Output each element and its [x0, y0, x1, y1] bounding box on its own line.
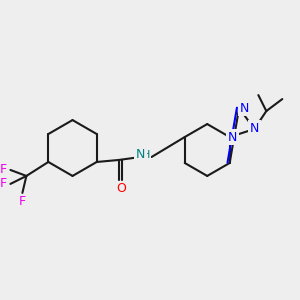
Text: F: F [0, 164, 7, 176]
Text: N: N [239, 101, 249, 115]
Text: O: O [117, 182, 127, 195]
Text: H: H [141, 150, 150, 160]
Text: F: F [19, 195, 26, 208]
Text: N: N [136, 148, 145, 161]
Text: N: N [228, 130, 237, 143]
Text: F: F [0, 177, 7, 190]
Text: N: N [250, 122, 259, 134]
